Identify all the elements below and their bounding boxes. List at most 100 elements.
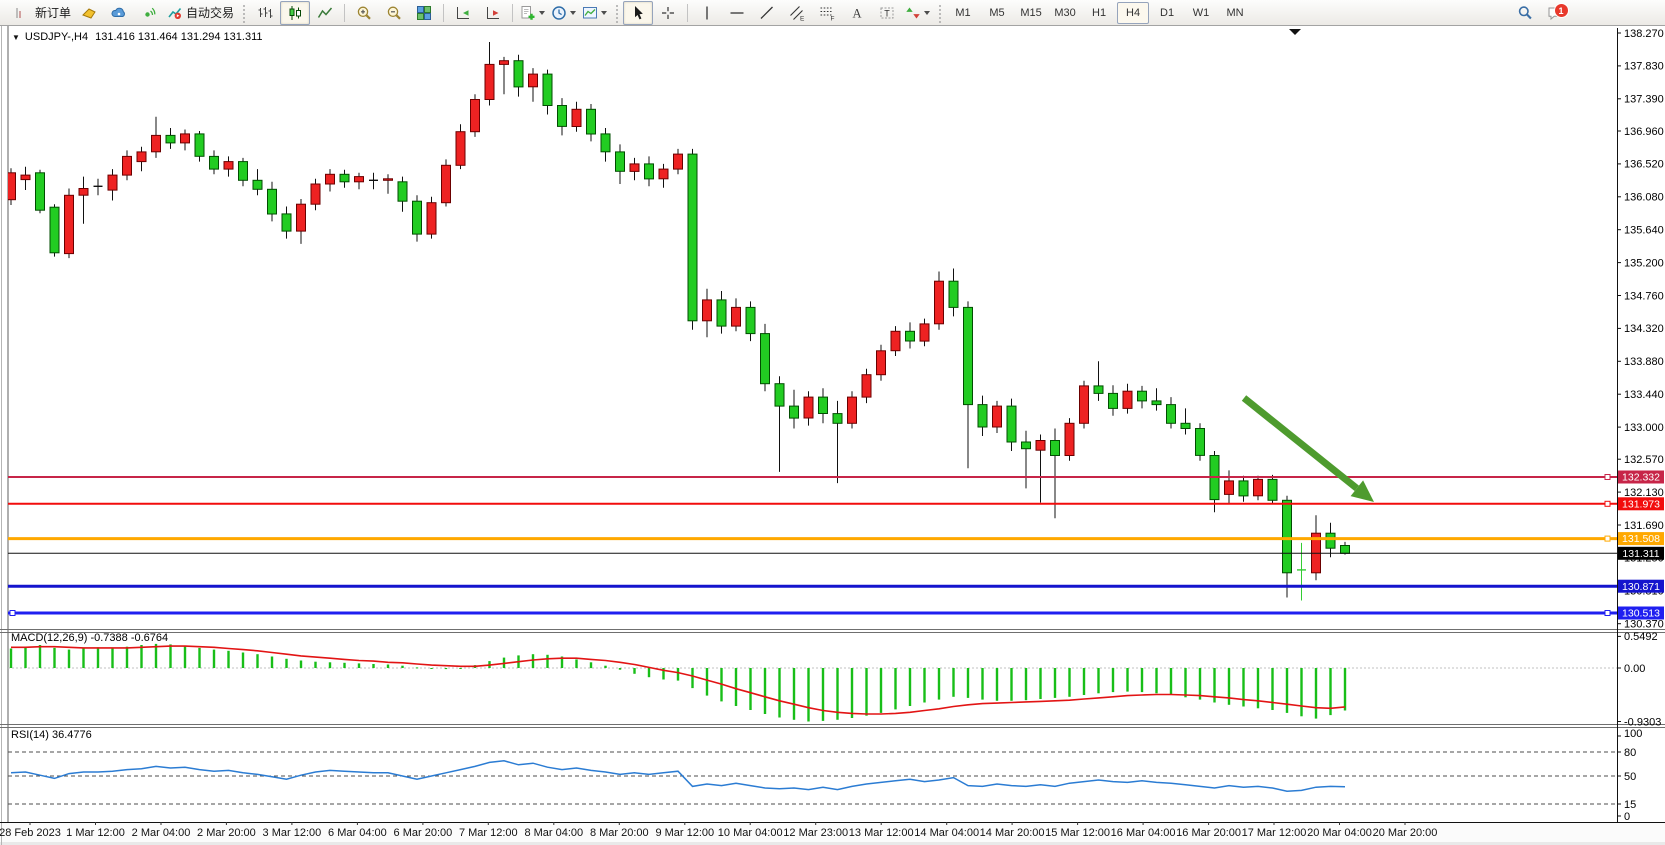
rsi-level-lines bbox=[8, 751, 1617, 805]
toolbar-grip bbox=[614, 2, 620, 23]
line-chart-button[interactable] bbox=[310, 1, 340, 25]
channel-button[interactable]: E bbox=[782, 1, 812, 25]
horizontal-line-131.508[interactable] bbox=[8, 535, 1617, 542]
timeframe-button-MN[interactable]: MN bbox=[1226, 6, 1244, 19]
bar-chart-button[interactable] bbox=[250, 1, 280, 25]
chevron-down-icon[interactable] bbox=[539, 10, 546, 15]
templates-button[interactable] bbox=[579, 1, 610, 25]
cursor-button[interactable] bbox=[623, 0, 654, 25]
zoom-in-button[interactable] bbox=[349, 1, 379, 25]
timeframe-button-D1[interactable]: D1 bbox=[1160, 6, 1175, 19]
notification-badge: 1 bbox=[1553, 3, 1569, 18]
new-order-button[interactable]: 新订单 bbox=[35, 6, 72, 20]
time-axis-strip[interactable] bbox=[0, 822, 1665, 842]
chart-menu-toggle-icon[interactable]: ▼ bbox=[12, 33, 20, 42]
svg-text:14 Mar 20:00: 14 Mar 20:00 bbox=[980, 827, 1045, 839]
svg-text:10 Mar 04:00: 10 Mar 04:00 bbox=[718, 827, 783, 839]
horizontal-line-131.973[interactable] bbox=[8, 500, 1617, 507]
svg-text:0.00: 0.00 bbox=[1624, 663, 1645, 675]
candles-layer bbox=[8, 42, 1350, 601]
svg-text:15 Mar 12:00: 15 Mar 12:00 bbox=[1045, 827, 1110, 839]
rsi-axis: 100 80 50 150 bbox=[1617, 728, 1642, 823]
periods-button[interactable] bbox=[548, 1, 579, 25]
svg-text:A: A bbox=[853, 6, 862, 20]
svg-text:131.311: 131.311 bbox=[1622, 548, 1659, 560]
price-chip-130.871: 130.871 bbox=[1618, 579, 1664, 593]
auto-trading-button[interactable]: 自动交易 bbox=[164, 1, 237, 25]
fibonacci-button[interactable]: F bbox=[812, 1, 842, 25]
chart-shift-button[interactable] bbox=[478, 1, 508, 25]
svg-text:131.690: 131.690 bbox=[1624, 520, 1664, 532]
toolbar-separator bbox=[687, 3, 689, 22]
timeframe-button-M30[interactable]: M30 bbox=[1054, 6, 1076, 19]
chart-shift-marker-icon[interactable] bbox=[1289, 29, 1301, 35]
horizontal-line-button[interactable] bbox=[722, 1, 752, 25]
partial-chart-button[interactable] bbox=[1, 1, 31, 25]
shapes-button[interactable] bbox=[902, 1, 933, 25]
time-axis[interactable]: 28 Feb 2023 1 Mar 12:00 2 Mar 04:00 2 Mar 2… bbox=[0, 822, 1437, 839]
svg-text:13 Mar 12:00: 13 Mar 12:00 bbox=[849, 827, 914, 839]
status-strip bbox=[0, 842, 1665, 845]
timeframe-button-M15[interactable]: M15 bbox=[1020, 6, 1042, 19]
svg-text:50: 50 bbox=[1624, 771, 1636, 783]
toolbar-separator bbox=[443, 3, 445, 22]
horizontal-line-130.513[interactable] bbox=[8, 610, 1617, 616]
chart-window[interactable]: 138.270 137.830 137.390 136.960 136.520 136.0… bbox=[0, 26, 1665, 845]
horizontal-line-132.332[interactable] bbox=[8, 474, 1617, 480]
svg-text:17 Mar 12:00: 17 Mar 12:00 bbox=[1242, 827, 1307, 839]
svg-text:2 Mar 04:00: 2 Mar 04:00 bbox=[132, 827, 191, 839]
signals-button[interactable] bbox=[134, 1, 164, 25]
zoom-out-button[interactable] bbox=[379, 1, 409, 25]
line-handle[interactable] bbox=[1604, 474, 1611, 480]
macd-label: MACD(12,26,9) -0.7388 -0.6764 bbox=[11, 632, 169, 644]
line-handle[interactable] bbox=[1604, 500, 1611, 507]
indicators-button[interactable] bbox=[517, 1, 548, 25]
crosshair-button[interactable] bbox=[653, 1, 683, 25]
timeframe-button-M1[interactable]: M1 bbox=[955, 6, 971, 19]
trendline-button[interactable] bbox=[752, 1, 782, 25]
toolbar-right-group: 1 bbox=[1510, 0, 1570, 26]
market-watch-button[interactable] bbox=[74, 1, 104, 25]
trend-arrow[interactable] bbox=[1241, 395, 1374, 502]
svg-text:6 Mar 20:00: 6 Mar 20:00 bbox=[394, 827, 453, 839]
svg-text:134.760: 134.760 bbox=[1624, 290, 1664, 302]
svg-text:80: 80 bbox=[1624, 747, 1636, 759]
label-button[interactable]: T bbox=[872, 1, 902, 25]
timeframe-button-M5[interactable]: M5 bbox=[989, 6, 1005, 19]
svg-text:130.370: 130.370 bbox=[1624, 619, 1664, 631]
timeframe-button-W1[interactable]: W1 bbox=[1192, 6, 1210, 19]
auto-scroll-button[interactable] bbox=[448, 1, 478, 25]
svg-text:16 Mar 04:00: 16 Mar 04:00 bbox=[1111, 827, 1176, 839]
svg-text:15: 15 bbox=[1624, 799, 1636, 811]
chevron-down-icon[interactable] bbox=[601, 10, 608, 15]
svg-text:130.871: 130.871 bbox=[1622, 581, 1660, 593]
svg-text:0: 0 bbox=[1624, 811, 1630, 823]
svg-text:135.200: 135.200 bbox=[1624, 257, 1664, 269]
line-handle[interactable] bbox=[1604, 610, 1611, 616]
community-button[interactable] bbox=[104, 1, 134, 25]
candlestick-button[interactable] bbox=[280, 0, 311, 25]
toolbar-grip bbox=[937, 2, 943, 23]
search-button[interactable] bbox=[1510, 1, 1540, 25]
toolbar-left-group: 新订单 自动交易 E F A T M1 M5 M15 M30 H1 H4 D1 W1 MN bbox=[0, 0, 1252, 26]
svg-text:135.640: 135.640 bbox=[1624, 225, 1664, 237]
ohlc-values: 131.416 131.464 131.294 131.311 bbox=[95, 31, 263, 43]
chevron-down-icon[interactable] bbox=[570, 10, 577, 15]
chart-title: ▼ USDJPY-,H4 131.416 131.464 131.294 131.3… bbox=[12, 31, 263, 43]
tile-windows-button[interactable] bbox=[409, 1, 439, 25]
chart-canvas[interactable]: 138.270 137.830 137.390 136.960 136.520 136.0… bbox=[0, 26, 1665, 845]
chat-button[interactable]: 1 bbox=[1540, 1, 1570, 25]
timeframe-button-H1[interactable]: H1 bbox=[1092, 6, 1107, 19]
svg-text:14 Mar 04:00: 14 Mar 04:00 bbox=[914, 827, 979, 839]
line-handle[interactable] bbox=[1604, 535, 1611, 542]
toolbar-grip bbox=[241, 2, 247, 23]
line-handle[interactable] bbox=[9, 610, 16, 616]
chevron-down-icon[interactable] bbox=[924, 10, 931, 15]
svg-text:134.320: 134.320 bbox=[1624, 323, 1664, 335]
timeframe-button-H4[interactable]: H4 bbox=[1117, 1, 1150, 24]
vertical-line-button[interactable] bbox=[692, 1, 722, 25]
text-button[interactable]: A bbox=[842, 1, 872, 25]
price-chip-131.973: 131.973 bbox=[1618, 497, 1664, 510]
svg-text:6 Mar 04:00: 6 Mar 04:00 bbox=[328, 827, 387, 839]
